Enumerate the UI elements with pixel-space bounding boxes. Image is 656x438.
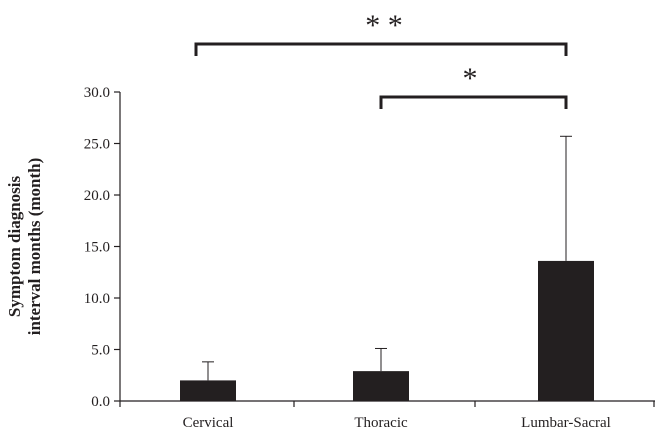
significance-brackets: * * *: [194, 9, 568, 109]
y-axis-ticks: 0.0 5.0 10.0 15.0 20.0 25.0 30.0: [84, 85, 120, 410]
y-tick-label: 30.0: [84, 85, 110, 101]
significance-bracket: [194, 42, 568, 56]
y-tick-label: 5.0: [91, 343, 110, 359]
y-tick-label: 25.0: [84, 137, 110, 153]
error-bars: [202, 135, 572, 381]
y-tick-label: 20.0: [84, 188, 110, 204]
y-tick-label: 10.0: [84, 291, 110, 307]
x-axis-labels: Cervical Thoracic Lumbar-Sacral: [183, 415, 611, 431]
bar: [353, 371, 409, 401]
bar: [538, 260, 594, 401]
bars: [180, 260, 594, 401]
significance-label: *: [463, 62, 478, 95]
bar: [180, 380, 236, 401]
x-tick-label: Cervical: [183, 415, 234, 431]
y-axis-label-line: Symptom diagnosis: [5, 176, 24, 318]
y-axis-label-line: interval months (month): [25, 158, 44, 336]
significance-bracket: [379, 95, 568, 109]
y-tick-label: 15.0: [84, 240, 110, 256]
significance-label: * *: [365, 9, 403, 42]
x-tick-label: Thoracic: [354, 415, 408, 431]
x-tick-label: Lumbar-Sacral: [521, 415, 611, 431]
y-tick-label: 0.0: [91, 394, 110, 410]
y-axis-label: Symptom diagnosis interval months (month): [5, 158, 44, 336]
